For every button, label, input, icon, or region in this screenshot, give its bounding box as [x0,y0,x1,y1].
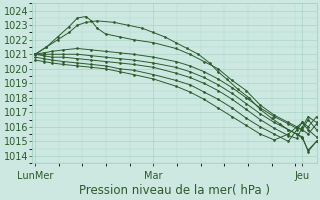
X-axis label: Pression niveau de la mer( hPa ): Pression niveau de la mer( hPa ) [79,184,270,197]
